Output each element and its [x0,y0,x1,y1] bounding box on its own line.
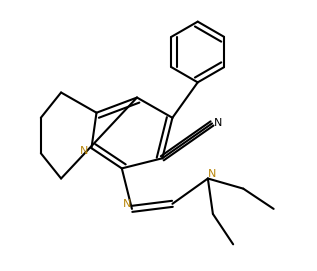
Text: N: N [208,169,217,179]
Text: N: N [80,146,88,156]
Text: N: N [123,199,132,209]
Text: N: N [214,118,223,128]
